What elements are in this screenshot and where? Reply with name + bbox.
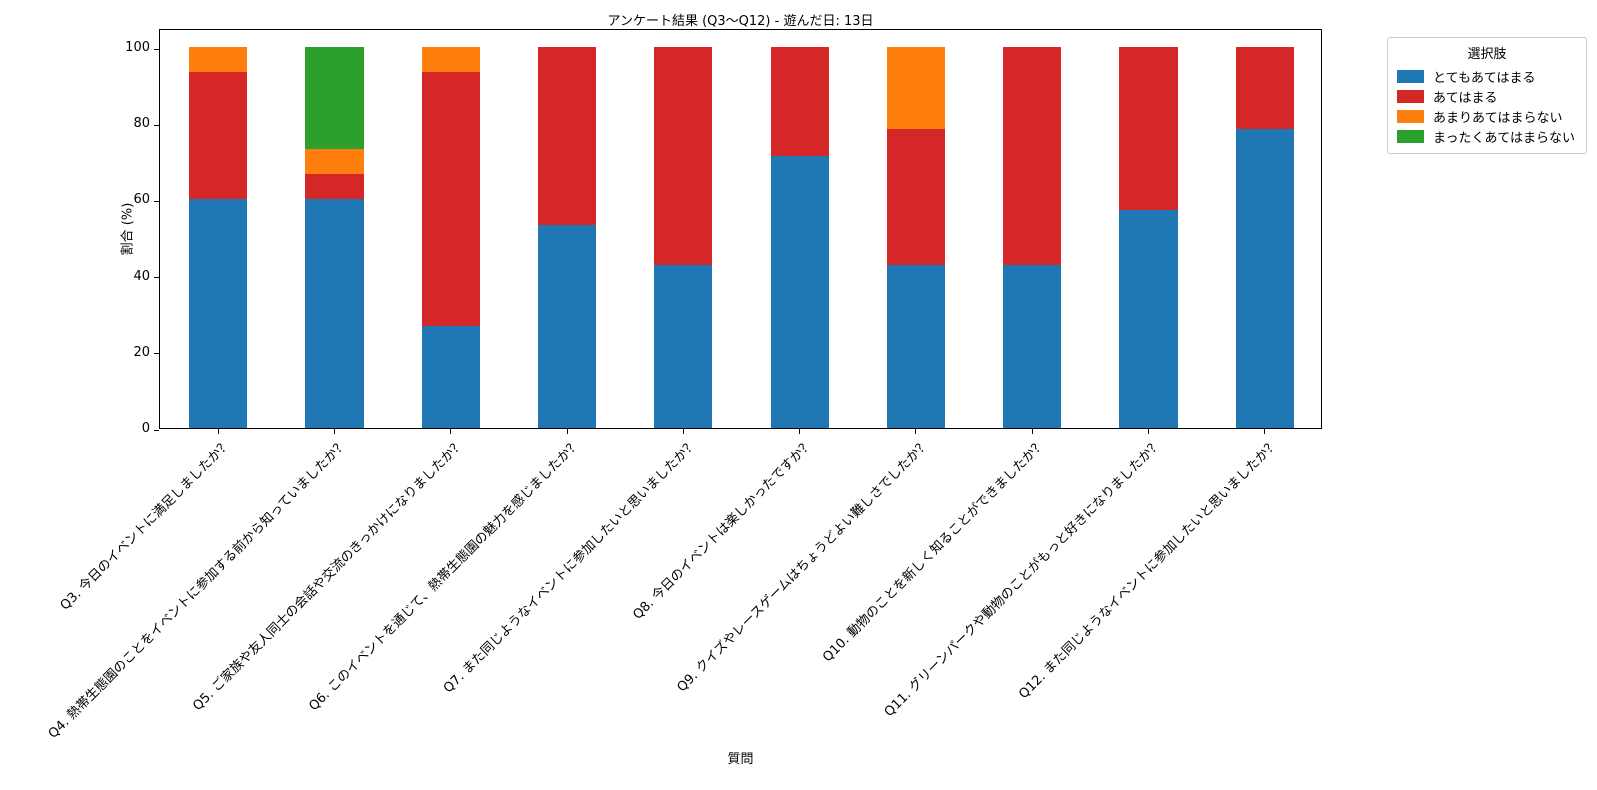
- stacked-bar: [770, 28, 829, 428]
- legend-item: あてはまる: [1397, 86, 1577, 106]
- x-tick-label: Q7. また同じようなイベントに参加したいと思いましたか？: [440, 436, 700, 697]
- bar-segment: [305, 174, 364, 200]
- bar-segment: [189, 72, 248, 200]
- stacked-bar: [1235, 28, 1294, 428]
- bar-segment: [189, 199, 248, 428]
- bar-segment: [886, 128, 946, 265]
- x-tick-mark: [1148, 429, 1150, 434]
- bar-segment: [305, 47, 364, 149]
- bar-segment: [770, 155, 829, 428]
- x-tick-mark: [450, 429, 452, 434]
- bar-segment: [886, 47, 946, 129]
- bar-segment: [189, 47, 248, 73]
- y-tick-mark: [154, 200, 159, 202]
- bar-segment: [1235, 128, 1294, 428]
- bar-segment: [1235, 47, 1294, 129]
- legend-swatch: [1397, 109, 1424, 123]
- legend-swatch: [1397, 89, 1424, 103]
- bar-segment: [421, 326, 480, 428]
- y-tick-label: 100: [125, 40, 150, 56]
- x-tick-mark: [799, 429, 801, 434]
- x-tick-label: Q8. 今日のイベントは楽しかったですか？: [630, 436, 817, 623]
- legend-item: とてもあてはまる: [1397, 66, 1577, 86]
- x-tick-mark: [333, 429, 335, 434]
- y-tick-mark: [154, 277, 159, 279]
- x-tick-mark: [915, 429, 917, 434]
- bar-segment: [770, 47, 829, 156]
- legend-item: あまりあてはまらない: [1397, 106, 1577, 126]
- legend: 選択肢 とてもあてはまる あてはまるあまりあてはまらない まったくあてはまらない: [1387, 37, 1587, 154]
- x-tick-label: Q5. ご家族や友人同士の会話や交流のきっかけになりましたか？: [190, 436, 468, 714]
- x-tick-label: Q9. クイズやレースゲームはちょうどよい難しさでしたか？: [674, 436, 933, 696]
- bar-segment: [1003, 264, 1062, 428]
- y-tick-mark: [154, 353, 159, 355]
- x-tick-label: Q12. また同じようなイベントに参加したいと思いましたか？: [1016, 436, 1282, 703]
- plot-area: [154, 28, 1322, 434]
- bar-segment: [654, 264, 713, 428]
- stacked-bar: [305, 28, 364, 428]
- y-tick-label: 40: [133, 268, 150, 284]
- bar-segment: [886, 264, 946, 428]
- stacked-bar: [537, 28, 597, 428]
- stacked-bar: [654, 28, 713, 428]
- legend-label: とてもあてはまる: [1433, 70, 1536, 86]
- x-tick-mark: [1031, 429, 1033, 434]
- stacked-bar: [421, 28, 480, 428]
- bar-segment: [537, 47, 597, 225]
- stacked-bar: [189, 28, 248, 428]
- bar-segment: [1119, 210, 1178, 428]
- x-tick-mark: [566, 429, 568, 434]
- chart-title: アンケート結果 (Q3〜Q12) - 遊んだ日: 13日: [607, 14, 874, 29]
- stacked-bar: [1119, 28, 1178, 428]
- bar-segment: [537, 224, 597, 428]
- y-tick-label: 80: [133, 116, 150, 132]
- y-tick-label: 20: [133, 344, 150, 360]
- y-tick-mark: [154, 48, 159, 50]
- x-tick-mark: [682, 429, 684, 434]
- y-tick-mark: [154, 429, 159, 431]
- y-tick-mark: [154, 124, 159, 126]
- bar-segment: [654, 47, 713, 265]
- legend-swatch: [1397, 69, 1424, 83]
- y-tick-label: 60: [133, 192, 150, 208]
- stacked-bar: [1003, 28, 1062, 428]
- bar-segment: [421, 72, 480, 327]
- legend-title: 選択肢: [1467, 47, 1507, 62]
- bar-segment: [1119, 47, 1178, 211]
- x-tick-label: Q6. このイベントを通じて、熱帯生態園の魅力を感じましたか？: [306, 436, 584, 715]
- bar-segment: [305, 199, 364, 428]
- x-tick-label: Q11. グリーンパークや動物のことがもっと好きになりましたか？: [881, 436, 1165, 720]
- y-tick-label: 0: [141, 421, 150, 436]
- legend-item: まったくあてはまらない: [1397, 126, 1577, 146]
- x-tick-mark: [217, 429, 219, 434]
- stacked-bar: [886, 28, 946, 428]
- legend-label: まったくあてはまらない: [1433, 130, 1575, 146]
- x-tick-mark: [1264, 429, 1266, 434]
- x-tick-label: Q10. 動物のことを新しく知ることができましたか？: [820, 436, 1049, 666]
- y-axis-label: 割合 (%): [120, 202, 136, 256]
- bar-segment: [305, 148, 364, 175]
- bar-segment: [1003, 47, 1062, 265]
- legend-swatch: [1397, 129, 1424, 143]
- x-axis-label: 質問: [727, 752, 754, 767]
- legend-label: あまりあてはまらない: [1433, 110, 1563, 126]
- bar-segment: [421, 47, 480, 73]
- legend-label: あてはまる: [1433, 90, 1498, 106]
